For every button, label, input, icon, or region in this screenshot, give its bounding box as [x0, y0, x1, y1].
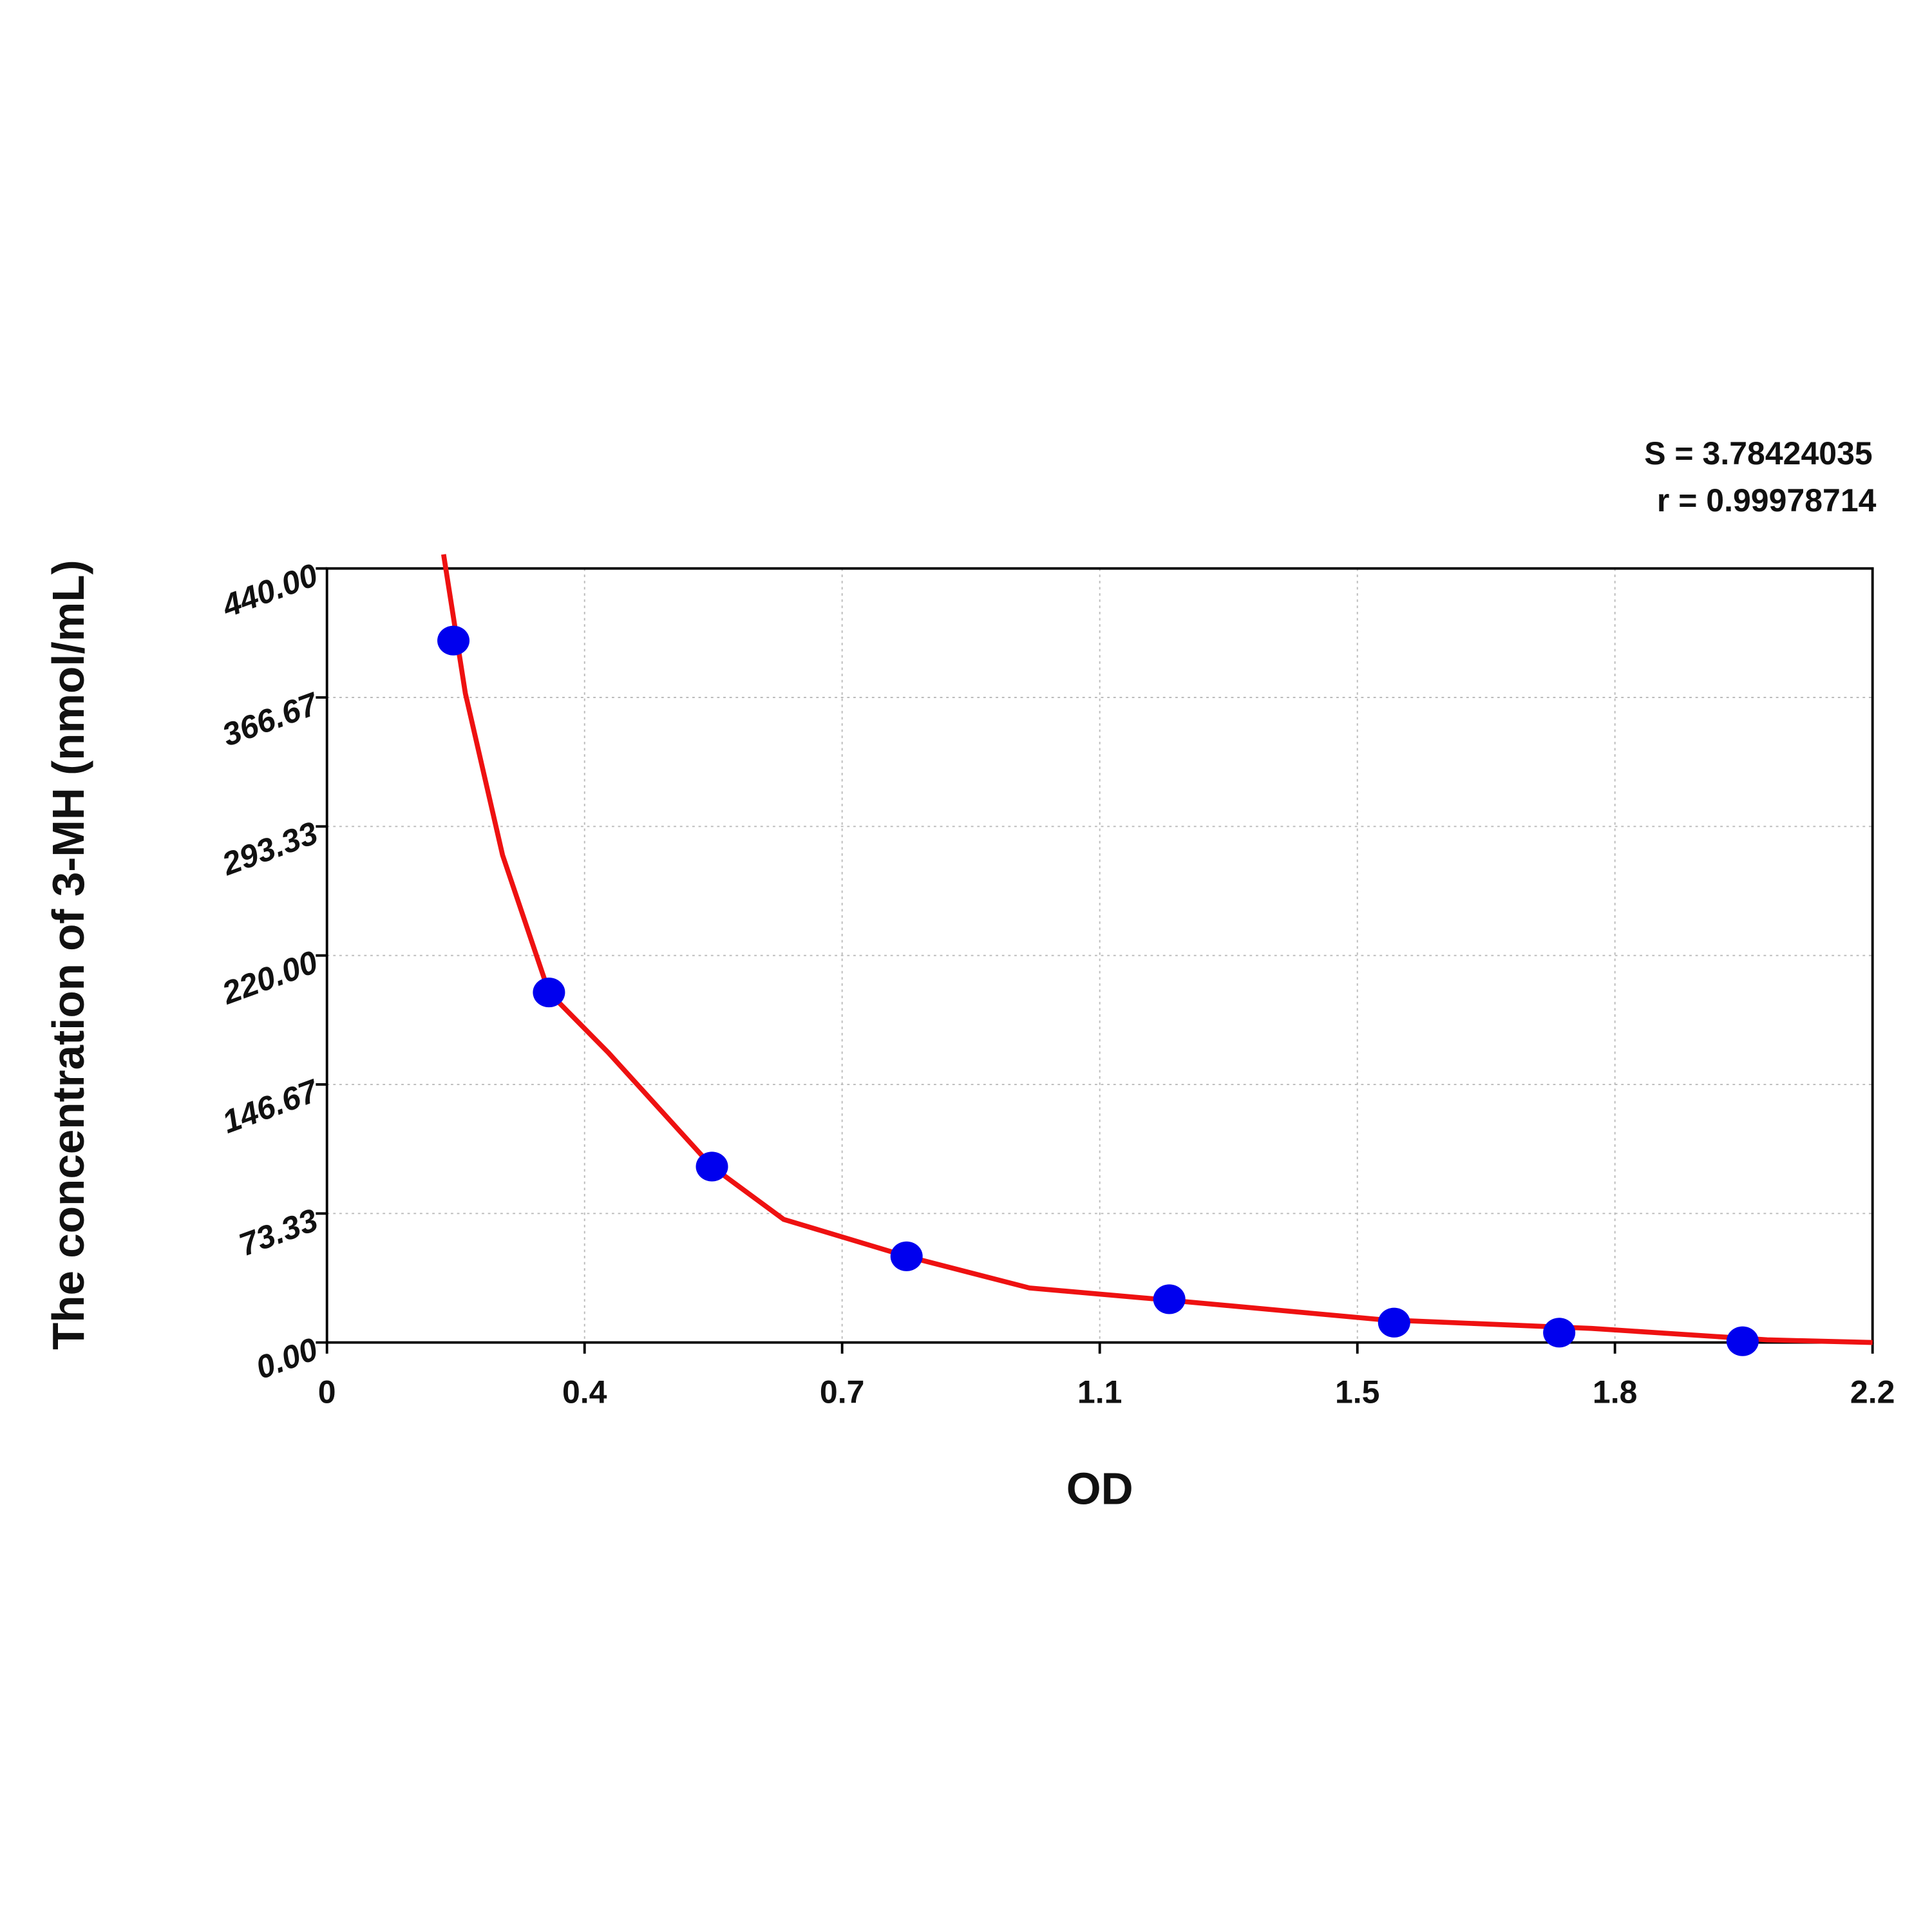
- data-point: [1378, 1307, 1410, 1338]
- x-axis-title: OD: [1066, 1464, 1133, 1514]
- x-tick-label: 2.2: [1850, 1374, 1895, 1410]
- annotation: S = 3.78424035: [1644, 435, 1873, 471]
- y-axis-title: The concentration of 3-MH (nmol/mL): [43, 560, 93, 1350]
- data-point: [1543, 1318, 1576, 1348]
- y-tick-label: 220.00: [217, 943, 323, 1011]
- y-tick-label: 366.67: [218, 685, 324, 753]
- fit-curve: [440, 554, 1873, 1345]
- x-tick-label: 1.8: [1593, 1374, 1638, 1410]
- x-tick-label: 0: [318, 1374, 336, 1410]
- y-tick-label: 73.33: [234, 1202, 323, 1263]
- data-point: [533, 977, 565, 1008]
- data-point: [696, 1151, 728, 1182]
- x-tick-label: 1.1: [1077, 1374, 1122, 1410]
- y-tick-label: 440.00: [217, 556, 323, 624]
- data-point: [1726, 1326, 1759, 1356]
- data-point: [890, 1241, 923, 1271]
- x-tick-label: 0.4: [562, 1374, 607, 1410]
- data-point: [437, 625, 470, 656]
- y-tick-label: 293.33: [217, 815, 323, 882]
- plot-frame: [325, 567, 1874, 1344]
- annotation: r = 0.99978714: [1657, 482, 1877, 518]
- y-tick-label: 146.67: [218, 1072, 324, 1141]
- data-point: [1153, 1284, 1186, 1314]
- x-tick-label: 1.5: [1335, 1374, 1380, 1410]
- y-tick-label: 0.00: [251, 1331, 323, 1386]
- x-tick-label: 0.7: [820, 1374, 865, 1410]
